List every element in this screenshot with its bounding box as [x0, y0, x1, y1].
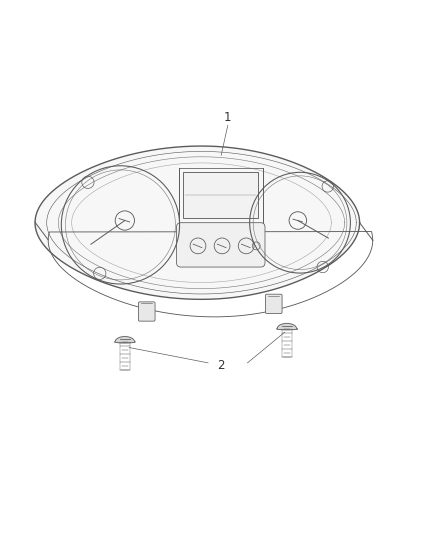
FancyBboxPatch shape: [177, 223, 265, 267]
Polygon shape: [35, 146, 360, 300]
Bar: [183, 172, 258, 219]
Ellipse shape: [276, 327, 297, 330]
FancyBboxPatch shape: [265, 294, 282, 313]
Polygon shape: [277, 324, 297, 329]
FancyBboxPatch shape: [138, 302, 155, 321]
Text: 1: 1: [224, 111, 232, 124]
Polygon shape: [115, 336, 134, 342]
Text: 2: 2: [217, 359, 225, 372]
Ellipse shape: [114, 341, 135, 343]
